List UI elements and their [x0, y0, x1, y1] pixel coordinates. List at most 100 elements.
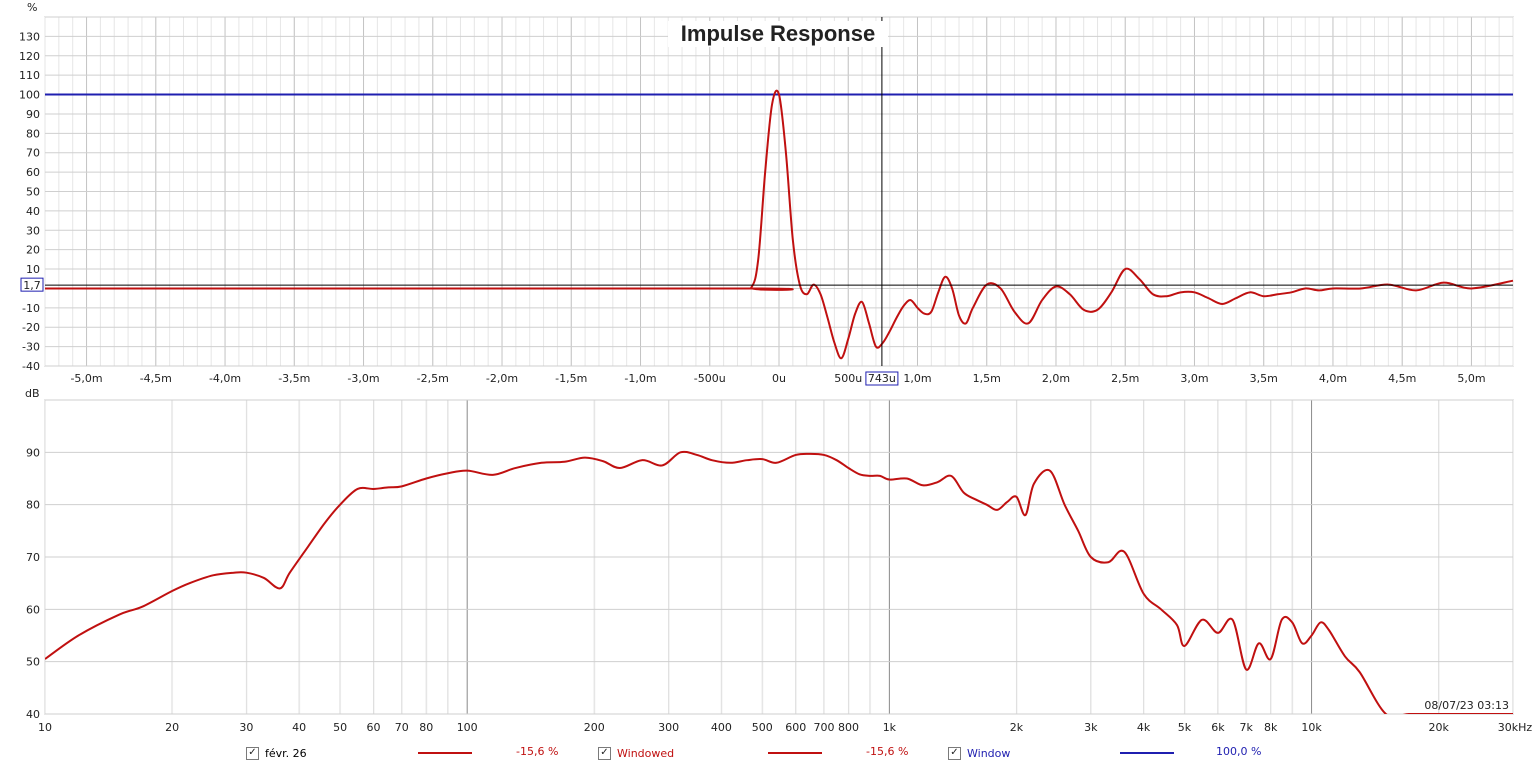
- ir-y-tick-label: -30: [22, 341, 40, 354]
- ir-x-tick-label: 3,0m: [1180, 372, 1208, 385]
- fr-x-tick-label: 600: [785, 721, 806, 734]
- ir-y-tick-label: -20: [22, 321, 40, 334]
- fr-x-tick-label: 100: [457, 721, 478, 734]
- fr-x-tick-label: 30kHz: [1498, 721, 1533, 734]
- fr-x-tick-label: 3k: [1084, 721, 1098, 734]
- fr-x-tick-label: 800: [838, 721, 859, 734]
- ir-y-axis-label: %: [27, 1, 37, 14]
- ir-x-tick-label: -1,0m: [624, 372, 656, 385]
- ir-x-tick-label: 1,0m: [903, 372, 931, 385]
- ir-y-tick-label: 110: [19, 69, 40, 82]
- ir-x-tick-label: -5,0m: [70, 372, 102, 385]
- ir-x-tick-label: 1,5m: [973, 372, 1001, 385]
- legend-label-fevr26: févr. 26: [265, 746, 307, 760]
- fr-x-tick-label: 7k: [1239, 721, 1253, 734]
- ir-x-tick-label: 0u: [772, 372, 786, 385]
- fr-x-tick-label: 6k: [1211, 721, 1225, 734]
- fr-y-axis-label: dB: [25, 387, 40, 400]
- ir-y-tick-label: 100: [19, 89, 40, 102]
- ir-y-tick-label: 60: [26, 166, 40, 179]
- ir-x-tick-label: -4,0m: [209, 372, 241, 385]
- fr-x-tick-label: 60: [367, 721, 381, 734]
- fr-y-tick-label: 90: [26, 446, 40, 459]
- ir-y-tick-label: 20: [26, 244, 40, 257]
- impulse-response-panel[interactable]: -5,0m -4,5m -4,0m -3,5m -3,0m -2,5m -2,0m -1,5m…: [19, 1, 1514, 386]
- legend-swatch-fevr26: [418, 752, 472, 754]
- ir-title-bg: [668, 21, 888, 47]
- checkbox-fevr26[interactable]: ✓: [246, 746, 259, 760]
- legend-swatch-windowed: [768, 752, 822, 754]
- fr-x-tick-label: 400: [711, 721, 732, 734]
- fr-timestamp: 08/07/23 03:13: [1424, 699, 1509, 712]
- ir-y-tick-label: 30: [26, 224, 40, 237]
- fr-x-tick-label: 2k: [1010, 721, 1024, 734]
- ir-x-tick-label: 5,0m: [1457, 372, 1485, 385]
- legend-swatch-window: [1120, 752, 1174, 754]
- ir-y-tick-label: 130: [19, 30, 40, 43]
- ir-x-tick-label: -1,5m: [555, 372, 587, 385]
- ir-x-tick-label: 3,5m: [1250, 372, 1278, 385]
- fr-x-tick-label: 200: [584, 721, 605, 734]
- fr-x-tick-label: 8k: [1264, 721, 1278, 734]
- ir-y-tick-label: 70: [26, 147, 40, 160]
- ir-series-fevr26: [44, 89, 1514, 360]
- ir-cursor-x-box: [865, 371, 899, 386]
- ir-x-tick-label: 4,5m: [1388, 372, 1416, 385]
- legend: ✓ févr. 26 -15,6 % ✓ Windowed -15,6 % ✓ …: [0, 744, 1534, 762]
- ir-y-tick-label: 80: [26, 127, 40, 140]
- fr-x-tick-label: 700: [813, 721, 834, 734]
- fr-y-tick-label: 60: [26, 603, 40, 616]
- ir-y-tick-label: 40: [26, 205, 40, 218]
- fr-x-tick-label: 30: [239, 721, 253, 734]
- ir-cursor-y-box: [20, 277, 44, 292]
- ir-x-tick-label: 2,0m: [1042, 372, 1070, 385]
- checkbox-window[interactable]: ✓: [948, 746, 961, 760]
- fr-y-tick-label: 50: [26, 656, 40, 669]
- ir-x-tick-label: 4,0m: [1319, 372, 1347, 385]
- ir-y-tick-label: 10: [26, 263, 40, 276]
- ir-x-tick-label: -3,0m: [347, 372, 379, 385]
- fr-x-tick-label: 5k: [1178, 721, 1192, 734]
- legend-item-fevr26[interactable]: ✓ févr. 26: [246, 744, 307, 762]
- fr-y-tick-label: 40: [26, 708, 40, 721]
- checkbox-windowed[interactable]: ✓: [598, 746, 611, 760]
- ir-y-tick-label: -40: [22, 360, 40, 373]
- legend-value-window: 100,0 %: [1216, 745, 1262, 758]
- legend-item-window[interactable]: ✓ Window: [948, 744, 1010, 762]
- fr-y-tick-label: 80: [26, 499, 40, 512]
- legend-label-window: Window: [967, 746, 1011, 760]
- ir-y-tick-label: 50: [26, 186, 40, 199]
- ir-cursor-x-label: 743u: [868, 372, 896, 385]
- ir-y-tick-label: -10: [22, 302, 40, 315]
- ir-title: Impulse Response: [681, 21, 875, 46]
- fr-y-tick-label: 70: [26, 551, 40, 564]
- ir-y-tick-label: 90: [26, 108, 40, 121]
- fr-x-tick-label: 1k: [883, 721, 897, 734]
- ir-x-tick-label: -4,5m: [140, 372, 172, 385]
- fr-x-tick-label: 10k: [1301, 721, 1322, 734]
- legend-value-fevr26: -15,6 %: [516, 745, 559, 758]
- ir-x-tick-label: 2,5m: [1111, 372, 1139, 385]
- fr-x-tick-label: 50: [333, 721, 347, 734]
- fr-x-tick-label: 10: [38, 721, 52, 734]
- ir-x-tick-label: -500u: [694, 372, 726, 385]
- fr-x-tick-label: 300: [658, 721, 679, 734]
- ir-x-tick-label: -3,5m: [278, 372, 310, 385]
- ir-x-tick-label: -2,0m: [486, 372, 518, 385]
- fr-x-tick-label: 40: [292, 721, 306, 734]
- frequency-response-panel[interactable]: 10 20 30 40 50 60 70 80 100 200 300 400 500 600 700 800…: [25, 387, 1532, 734]
- legend-value-windowed: -15,6 %: [866, 745, 909, 758]
- ir-y-tick-label: 120: [19, 50, 40, 63]
- ir-x-tick-label: -2,5m: [417, 372, 449, 385]
- fr-x-tick-label: 70: [395, 721, 409, 734]
- fr-series-fevr26: [45, 450, 1513, 714]
- ir-cursor-y-label: 1,7: [23, 279, 41, 292]
- fr-x-tick-label: 80: [419, 721, 433, 734]
- fr-x-tick-label: 20k: [1428, 721, 1449, 734]
- legend-item-windowed[interactable]: ✓ Windowed: [598, 744, 674, 762]
- legend-label-windowed: Windowed: [617, 746, 675, 760]
- fr-x-tick-label: 20: [165, 721, 179, 734]
- ir-x-tick-label: 500u: [834, 372, 862, 385]
- fr-x-tick-label: 4k: [1137, 721, 1151, 734]
